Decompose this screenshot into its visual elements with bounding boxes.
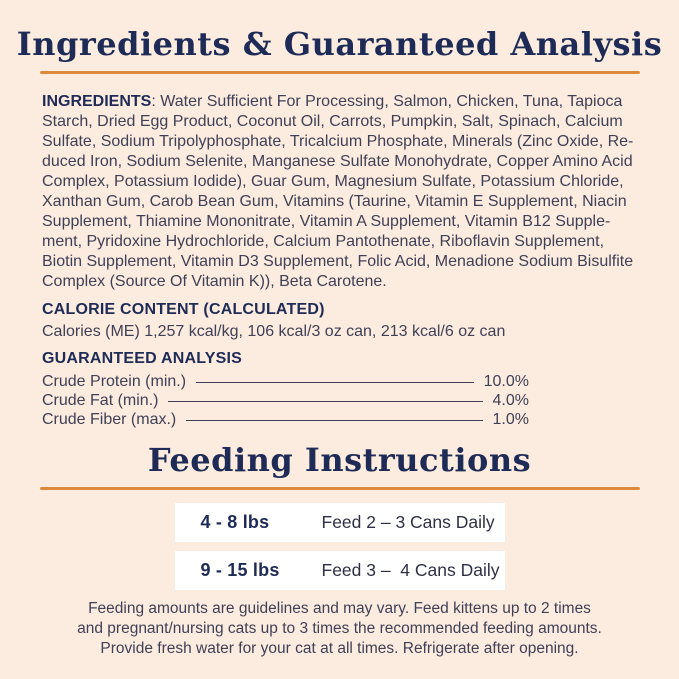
feeding-weight-range: 9 - 15 lbs [200,560,280,580]
ingredients-analysis-content: INGREDIENTS: Water Sufficient For Proces… [40,92,639,429]
feeding-amount: Feed 2 – 3 Cans Daily [321,512,495,532]
feeding-guidelines-note: Feeding amounts are guidelines and may v… [0,599,679,659]
analysis-value: 4.0% [492,391,529,409]
feeding-instructions-title: Feeding Instructions [147,441,532,479]
ingredients-line: Supplement, Thiamine Mononitrate, Vitami… [42,213,611,230]
feeding-weight-range: 4 - 8 lbs [200,512,270,532]
analysis-value: 1.0% [492,410,529,428]
note-line: Feeding amounts are guidelines and may v… [88,600,591,617]
leader-line [168,401,483,402]
calorie-content-text: Calories (ME) 1,257 kcal/kg, 106 kcal/3 … [42,323,506,340]
note-line: and pregnant/nursing cats up to 3 times … [77,620,602,637]
ingredients-line: Biotin Supplement, Vitamin D3 Supplement… [42,253,634,270]
ingredients-line: ment, Pyridoxine Hydrochloride, Calcium … [42,233,605,250]
analysis-row: Crude Fat (min.) 4.0% [42,391,529,410]
leader-line [196,382,474,383]
guaranteed-analysis-table: Crude Protein (min.) 10.0% Crude Fat (mi… [42,372,529,429]
feeding-row: 4 - 8 lbs Feed 2 – 3 Cans Daily [174,503,505,542]
ingredients-line: Starch, Dried Egg Product, Coconut Oil, … [42,113,623,130]
analysis-row: Crude Protein (min.) 10.0% [42,372,529,391]
analysis-row: Crude Fiber (max.) 1.0% [42,410,529,429]
ingredients-line: duced Iron, Sodium Selenite, Manganese S… [42,153,633,170]
feeding-underline-rule [39,487,640,490]
ingredients-line: Complex, Potassium Iodide), Guar Gum, Ma… [42,173,624,190]
ingredients-analysis-title: Ingredients & Guaranteed Analysis [16,25,663,63]
analysis-label: Crude Fat (min.) [42,391,159,409]
note-line: Provide fresh water for your cat at all … [100,640,579,657]
feeding-row: 9 - 15 lbs Feed 3 – 4 Cans Daily [174,551,505,590]
ingredients-label: INGREDIENTS [42,93,152,110]
ingredients-line: Sulfate, Sodium Tripolyphosphate, Trical… [42,133,634,150]
analysis-label: Crude Protein (min.) [42,372,187,390]
ingredients-paragraph: INGREDIENTS: Water Sufficient For Proces… [42,92,639,292]
ingredients-line-text: : Water Sufficient For Processing, Salmo… [151,93,623,110]
ingredients-line: Complex (Source Of Vitamin K)), Beta Car… [42,273,387,290]
ingredients-line: Xanthan Gum, Carob Bean Gum, Vitamins (T… [42,193,627,210]
analysis-label: Crude Fiber (max.) [42,410,177,428]
guaranteed-analysis-heading: GUARANTEED ANALYSIS [42,350,242,367]
analysis-value: 10.0% [483,372,529,390]
ingredients-line: INGREDIENTS: Water Sufficient For Proces… [42,92,639,112]
feeding-table: 4 - 8 lbs Feed 2 – 3 Cans Daily 9 - 15 l… [174,503,505,590]
calorie-content-heading: CALORIE CONTENT (CALCULATED) [42,301,325,318]
feeding-amount: Feed 3 – 4 Cans Daily [321,560,500,580]
title-underline-rule [39,71,640,74]
leader-line [186,420,483,421]
